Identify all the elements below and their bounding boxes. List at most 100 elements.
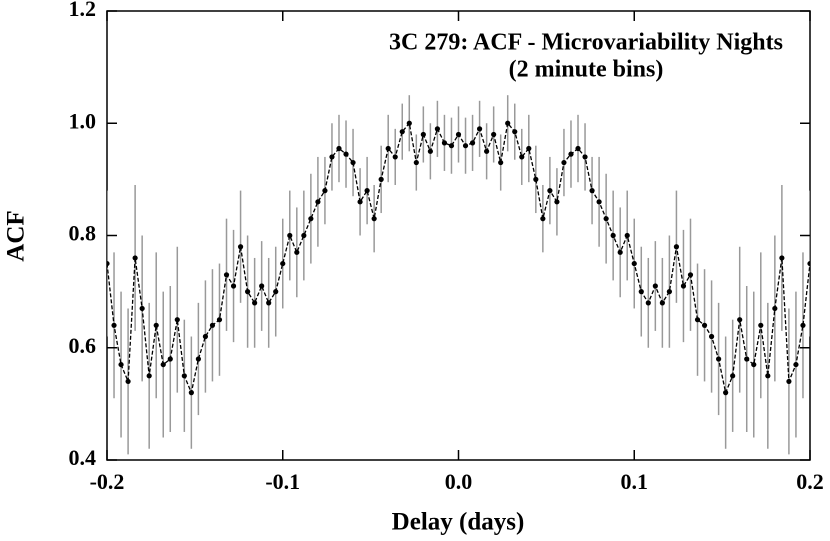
data-point — [441, 140, 448, 146]
data-point — [146, 373, 152, 379]
data-point — [357, 199, 363, 205]
data-point — [209, 322, 216, 328]
data-point — [448, 143, 455, 149]
y-tick-label: 0.8 — [69, 221, 97, 246]
data-point — [786, 378, 792, 385]
data-point — [772, 305, 778, 312]
y-tick-label: 1.2 — [69, 0, 97, 21]
data-point — [575, 145, 581, 152]
data-point — [406, 120, 412, 126]
x-tick-label: 0.1 — [621, 469, 649, 494]
chart-subtitle: (2 minute bins) — [509, 57, 664, 83]
data-point — [526, 145, 532, 152]
data-point — [266, 300, 272, 306]
data-point — [308, 216, 314, 222]
data-point — [758, 322, 764, 328]
data-point — [139, 305, 145, 312]
data-point — [737, 317, 743, 323]
data-point — [315, 199, 321, 205]
data-point — [807, 260, 810, 267]
data-point — [252, 300, 258, 306]
data-point — [392, 154, 398, 160]
data-point — [596, 199, 602, 205]
data-point — [336, 145, 342, 152]
data-point — [617, 249, 623, 255]
data-point — [716, 356, 722, 362]
data-point — [287, 232, 293, 239]
y-tick-label: 1.0 — [69, 108, 97, 133]
data-point — [659, 300, 665, 306]
data-point — [111, 322, 117, 328]
data-point — [476, 126, 483, 132]
data-point — [174, 317, 180, 323]
data-point — [160, 361, 166, 368]
data-point — [610, 232, 616, 239]
data-point — [223, 272, 230, 278]
data-point — [181, 373, 187, 379]
data-point — [484, 148, 490, 154]
data-point — [280, 260, 286, 267]
data-point — [294, 249, 300, 255]
data-point — [132, 255, 138, 261]
data-point — [751, 361, 757, 368]
data-point — [561, 159, 567, 166]
data-point — [631, 260, 637, 267]
data-point — [329, 154, 335, 160]
data-point — [259, 283, 265, 289]
data-point — [491, 131, 497, 138]
x-tick-label: -0.1 — [265, 469, 300, 494]
x-tick-label: 0.0 — [445, 469, 473, 494]
data-point — [701, 322, 708, 328]
data-point — [519, 154, 525, 160]
data-point — [680, 283, 687, 289]
x-axis-label: Delay (days) — [392, 509, 525, 536]
data-point — [420, 131, 426, 138]
data-point — [364, 188, 370, 194]
data-point — [188, 390, 194, 396]
data-point — [413, 159, 419, 166]
data-point — [202, 333, 209, 340]
data-point — [512, 129, 518, 135]
data-point — [582, 154, 588, 160]
data-point — [195, 356, 201, 362]
data-point — [793, 361, 799, 368]
data-point — [378, 176, 384, 182]
data-point — [167, 356, 173, 362]
data-point — [455, 131, 462, 138]
data-point — [385, 145, 391, 152]
y-tick-label: 0.6 — [69, 333, 97, 358]
data-point — [322, 188, 328, 194]
data-point — [723, 390, 729, 396]
data-point — [505, 120, 511, 126]
data-point — [230, 283, 237, 289]
data-point — [540, 216, 546, 222]
data-point — [153, 322, 159, 328]
data-point — [469, 140, 476, 146]
data-point — [273, 289, 279, 295]
data-point — [568, 151, 574, 157]
data-point — [652, 283, 658, 289]
data-point — [343, 151, 349, 157]
y-axis-label: ACF — [3, 210, 30, 261]
data-point — [638, 289, 644, 295]
plot-frame — [106, 10, 811, 461]
data-point — [462, 143, 469, 149]
data-point — [744, 356, 750, 362]
data-point — [624, 232, 630, 239]
data-point — [498, 159, 504, 166]
x-tick-label: -0.2 — [90, 469, 125, 494]
data-point — [533, 176, 539, 182]
data-point — [434, 126, 441, 132]
data-point — [245, 289, 251, 295]
data-point — [301, 232, 307, 239]
data-point — [666, 289, 673, 295]
chart-title: 3C 279: ACF - Microvariability Nights — [389, 30, 783, 56]
data-point — [107, 260, 110, 267]
data-point — [399, 129, 405, 135]
data-point — [125, 378, 131, 385]
y-tick-label: 0.4 — [69, 445, 97, 470]
data-point — [694, 317, 701, 323]
data-point — [427, 148, 433, 154]
data-point — [554, 199, 560, 205]
